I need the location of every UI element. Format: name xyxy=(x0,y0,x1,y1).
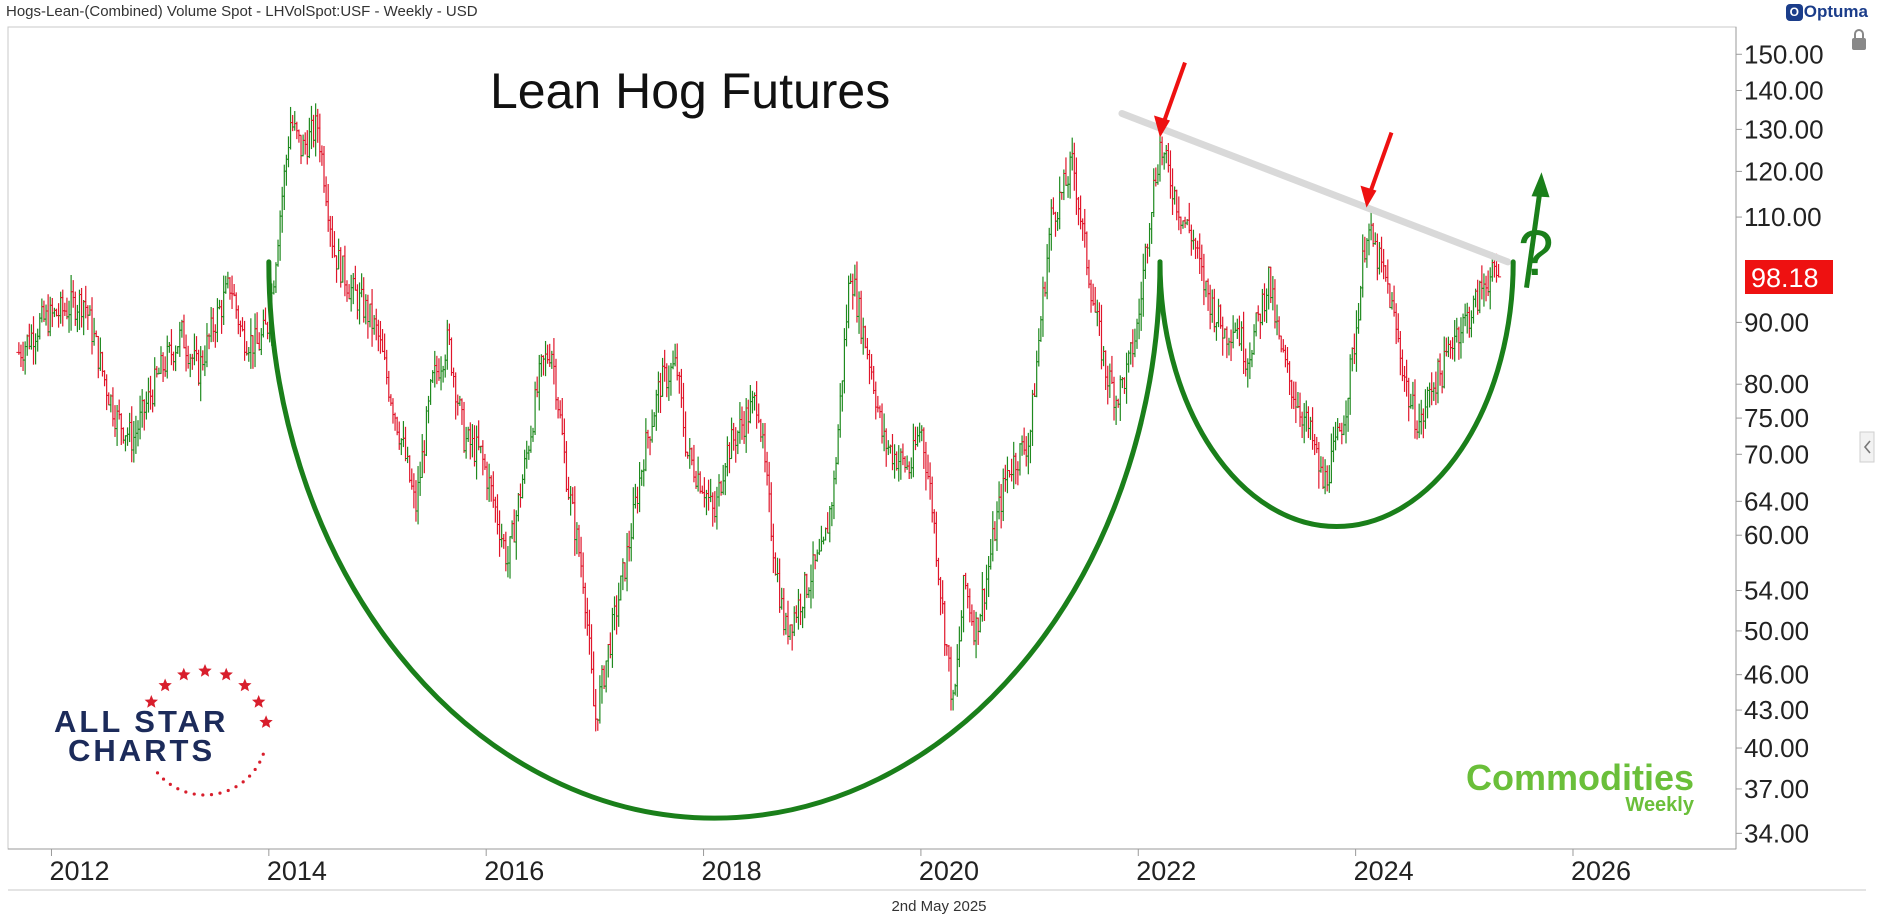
star xyxy=(219,667,233,681)
lock-icon[interactable] xyxy=(1852,29,1866,50)
resistance-trendline xyxy=(1118,109,1512,266)
star xyxy=(238,678,252,692)
price-tag: 98.18 xyxy=(1745,260,1833,294)
green-arrow-head xyxy=(1531,172,1550,198)
chart-date: 2nd May 2025 xyxy=(891,898,987,915)
x-axis: 2012 2014 2016 2018 2020 2022 2024 2026 xyxy=(49,849,1631,886)
y-tick-label: 75.00 xyxy=(1744,403,1809,433)
all-star-charts-logo: ALL STAR CHARTS xyxy=(54,664,273,797)
x-tick-label: 2012 xyxy=(49,856,109,886)
y-tick-label: 150.00 xyxy=(1744,39,1824,69)
star-dot xyxy=(184,790,188,794)
red-arrow xyxy=(1360,131,1394,208)
instrument-header: Hogs-Lean-(Combined) Volume Spot - LHVol… xyxy=(6,3,478,20)
y-tick-label: 70.00 xyxy=(1744,439,1809,469)
x-tick-label: 2016 xyxy=(484,856,544,886)
star-dot xyxy=(247,774,252,778)
y-tick-label: 34.00 xyxy=(1744,818,1809,848)
cup-arc xyxy=(266,259,1163,821)
star xyxy=(259,715,273,728)
y-tick-label: 110.00 xyxy=(1744,202,1822,232)
x-tick-label: 2018 xyxy=(702,856,762,886)
x-tick-label: 2022 xyxy=(1136,856,1196,886)
plot-frame xyxy=(7,26,1737,850)
star xyxy=(177,667,191,681)
red-arrow-shaft xyxy=(1162,61,1187,123)
star-dot xyxy=(201,793,205,797)
star-dot xyxy=(161,777,166,781)
vendor-logo: O Optuma xyxy=(1785,2,1868,22)
logo-left-line1: ALL STAR xyxy=(54,704,228,739)
y-tick-label: 60.00 xyxy=(1744,520,1809,550)
x-tick-label: 2020 xyxy=(919,856,979,886)
y-tick-label: 90.00 xyxy=(1744,307,1809,337)
vendor-logo-text: Optuma xyxy=(1803,2,1868,21)
star-dot xyxy=(253,767,257,772)
star-dot xyxy=(168,782,172,787)
y-axis: 150.00 140.00 130.00 120.00 110.00 90.00 80.00… xyxy=(1736,39,1824,848)
star-dot xyxy=(241,780,245,784)
price-chart[interactable]: 150.00 140.00 130.00 120.00 110.00 90.00 80.00… xyxy=(0,0,1878,895)
chart-title: Lean Hog Futures xyxy=(490,63,890,119)
y-tick-label: 37.00 xyxy=(1744,774,1809,804)
red-arrow-shaft xyxy=(1368,131,1394,193)
logo-right-line1: Commodities xyxy=(1466,757,1694,798)
logo-left-line2: CHARTS xyxy=(68,733,215,768)
star-dot xyxy=(234,785,238,789)
star xyxy=(158,678,172,692)
star xyxy=(198,664,212,677)
y-tick-label: 130.00 xyxy=(1744,114,1824,144)
y-tick-label: 54.00 xyxy=(1744,576,1809,606)
star-dot xyxy=(192,792,196,796)
y-tick-label: 120.00 xyxy=(1744,156,1824,186)
y-tick-label: 140.00 xyxy=(1744,75,1824,105)
star-dot xyxy=(155,771,160,775)
price-series xyxy=(16,103,1502,732)
commodities-weekly-logo: Commodities Weekly xyxy=(1466,757,1695,816)
star-dot xyxy=(261,752,265,756)
x-tick-label: 2024 xyxy=(1354,856,1414,886)
y-tick-label: 43.00 xyxy=(1744,695,1809,725)
red-arrow-head xyxy=(1360,185,1377,208)
red-arrow xyxy=(1154,61,1187,138)
green-arrow-shaft xyxy=(1524,193,1542,289)
logo-right-line2: Weekly xyxy=(1625,794,1694,816)
y-tick-label: 50.00 xyxy=(1744,616,1809,646)
green-arrow xyxy=(1524,172,1550,289)
y-tick-label: 40.00 xyxy=(1744,733,1809,763)
price-tag-value: 98.18 xyxy=(1751,263,1819,293)
star-ring xyxy=(144,664,273,797)
y-tick-label: 46.00 xyxy=(1744,660,1809,690)
star xyxy=(144,695,158,708)
handle-arc xyxy=(1157,259,1516,530)
pattern-overlays xyxy=(266,61,1550,821)
x-tick-label: 2014 xyxy=(267,856,327,886)
star-dot xyxy=(218,791,222,795)
x-tick-label: 2026 xyxy=(1571,856,1631,886)
red-arrow-head xyxy=(1154,115,1170,138)
star-dot xyxy=(209,793,214,797)
collapse-panel-icon[interactable] xyxy=(1859,431,1875,463)
star-dot xyxy=(226,788,230,793)
y-tick-label: 80.00 xyxy=(1744,369,1809,399)
star-dot xyxy=(258,760,262,764)
price-tag-box xyxy=(1745,260,1833,294)
question-mark: ? xyxy=(1518,217,1554,289)
star xyxy=(252,695,266,708)
star-dot xyxy=(176,787,180,791)
y-tick-label: 64.00 xyxy=(1744,486,1809,516)
vendor-logo-icon: O xyxy=(1785,4,1803,22)
